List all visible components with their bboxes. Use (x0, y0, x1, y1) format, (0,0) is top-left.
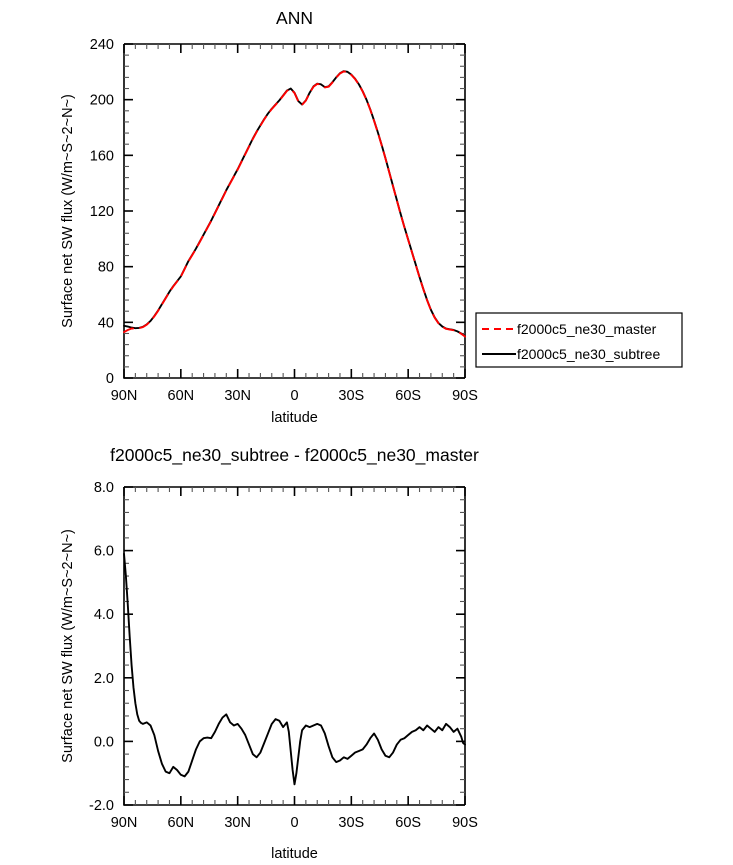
xtick-label-2-6: 90S (452, 815, 478, 831)
yaxis-label-1: Surface net SW flux (W/m~S~2~N~) (60, 94, 76, 328)
chart-panel-1: ANN 0 40 80 120 160 200 240 90N 60N 30N 0 30S 60S 90S l… (60, 8, 478, 426)
xtick-label-1-3: 0 (290, 388, 298, 404)
series-line-f2000c5_ne30_subtree (123, 70, 466, 338)
legend-box (475, 312, 683, 368)
yaxis-label-2: Surface net SW flux (W/m~S~2~N~) (60, 529, 76, 763)
ytick-label-1-5: 200 (90, 93, 114, 109)
ytick-label-1-6: 240 (90, 37, 114, 53)
legend: f2000c5_ne30_master f2000c5_ne30_subtree (475, 312, 683, 368)
xtick-label-2-4: 30S (338, 815, 364, 831)
xtick-label-2-0: 90N (111, 815, 138, 831)
xtick-label-1-2: 30N (224, 388, 251, 404)
xtick-label-1-1: 60N (168, 388, 195, 404)
chart-title-1: ANN (276, 8, 313, 28)
ytick-label-1-1: 40 (98, 315, 114, 331)
plot-frame-2 (123, 486, 466, 806)
ytick-label-1-3: 120 (90, 204, 114, 220)
ytick-label-2-3: 4.0 (94, 607, 114, 623)
xtick-label-2-1: 60N (168, 815, 195, 831)
xaxis-label-1: latitude (271, 410, 318, 426)
ytick-label-1-4: 160 (90, 148, 114, 164)
ytick-label-2-1: 0.0 (94, 734, 114, 750)
series-line-f2000c5_ne30_master (123, 70, 466, 338)
ytick-label-1-2: 80 (98, 260, 114, 276)
legend-label-0: f2000c5_ne30_master (517, 321, 657, 337)
ytick-label-2-4: 6.0 (94, 544, 114, 560)
xtick-label-1-5: 60S (395, 388, 421, 404)
legend-label-1: f2000c5_ne30_subtree (517, 346, 660, 362)
xtick-label-2-2: 30N (224, 815, 251, 831)
ytick-label-2-5: 8.0 (94, 480, 114, 496)
xtick-label-2-3: 0 (290, 815, 298, 831)
xtick-label-1-0: 90N (111, 388, 138, 404)
ytick-label-1-0: 0 (106, 371, 114, 387)
chart-title-2: f2000c5_ne30_subtree - f2000c5_ne30_mast… (110, 445, 479, 466)
xtick-label-2-5: 60S (395, 815, 421, 831)
series-line-f2000c5_ne30_subtree - f2000c5_ne30_master (123, 552, 466, 786)
xtick-label-1-4: 30S (338, 388, 364, 404)
ytick-label-2-2: 2.0 (94, 671, 114, 687)
chart-panel-2: f2000c5_ne30_subtree - f2000c5_ne30_mast… (60, 445, 479, 862)
ytick-label-2-0: -2.0 (89, 798, 114, 814)
xaxis-label-2: latitude (271, 846, 318, 862)
xtick-label-1-6: 90S (452, 388, 478, 404)
